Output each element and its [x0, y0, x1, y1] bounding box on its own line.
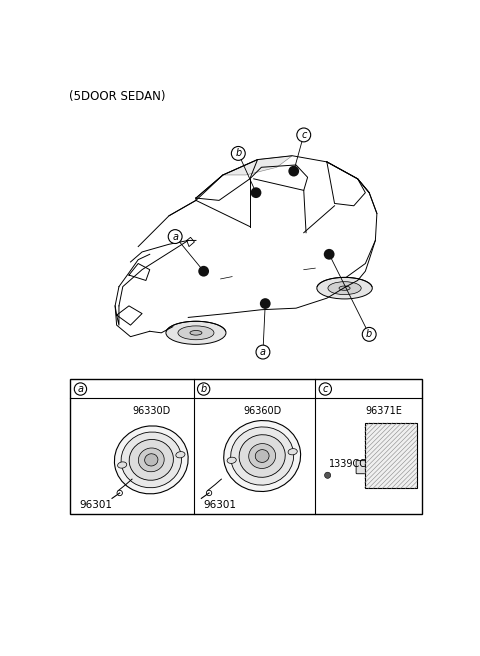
Text: 96301: 96301	[203, 501, 236, 510]
Ellipse shape	[176, 451, 185, 458]
Ellipse shape	[288, 449, 297, 455]
Text: b: b	[366, 329, 372, 339]
Circle shape	[74, 383, 86, 395]
Ellipse shape	[317, 277, 372, 299]
Bar	[365, 423, 417, 488]
Circle shape	[260, 298, 271, 309]
Text: 96371E: 96371E	[365, 406, 402, 417]
Ellipse shape	[121, 432, 181, 487]
Ellipse shape	[249, 443, 276, 468]
Ellipse shape	[339, 286, 350, 291]
Text: b: b	[201, 384, 207, 394]
Circle shape	[324, 249, 335, 260]
Circle shape	[251, 188, 262, 198]
Ellipse shape	[118, 462, 127, 468]
Polygon shape	[223, 155, 292, 175]
Text: c: c	[323, 384, 328, 394]
Circle shape	[324, 472, 331, 478]
Circle shape	[168, 230, 182, 243]
Ellipse shape	[227, 457, 236, 463]
Circle shape	[117, 490, 122, 496]
Text: 96301: 96301	[80, 501, 113, 510]
Text: a: a	[172, 232, 178, 241]
Ellipse shape	[129, 440, 173, 480]
Text: 1339CC: 1339CC	[329, 459, 367, 469]
Ellipse shape	[138, 448, 164, 472]
Circle shape	[231, 146, 245, 160]
Text: a: a	[77, 384, 84, 394]
Circle shape	[362, 327, 376, 341]
Ellipse shape	[190, 331, 202, 335]
Circle shape	[197, 383, 210, 395]
Circle shape	[256, 345, 270, 359]
Text: b: b	[235, 148, 241, 158]
Ellipse shape	[255, 449, 269, 462]
Text: c: c	[301, 130, 306, 140]
Circle shape	[297, 128, 311, 142]
Text: 96330D: 96330D	[132, 406, 170, 417]
Ellipse shape	[178, 326, 214, 340]
Text: a: a	[260, 347, 266, 357]
Ellipse shape	[328, 281, 361, 295]
Ellipse shape	[224, 420, 300, 491]
Ellipse shape	[144, 454, 158, 466]
Circle shape	[206, 490, 212, 496]
Ellipse shape	[231, 427, 294, 485]
Circle shape	[319, 383, 332, 395]
FancyBboxPatch shape	[356, 461, 365, 474]
Circle shape	[288, 166, 299, 176]
Ellipse shape	[239, 435, 285, 478]
Text: (5DOOR SEDAN): (5DOOR SEDAN)	[69, 91, 166, 103]
Text: 96360D: 96360D	[243, 406, 281, 417]
Ellipse shape	[166, 321, 226, 344]
Circle shape	[198, 266, 209, 277]
Ellipse shape	[114, 426, 188, 494]
Bar	[71, 379, 421, 514]
